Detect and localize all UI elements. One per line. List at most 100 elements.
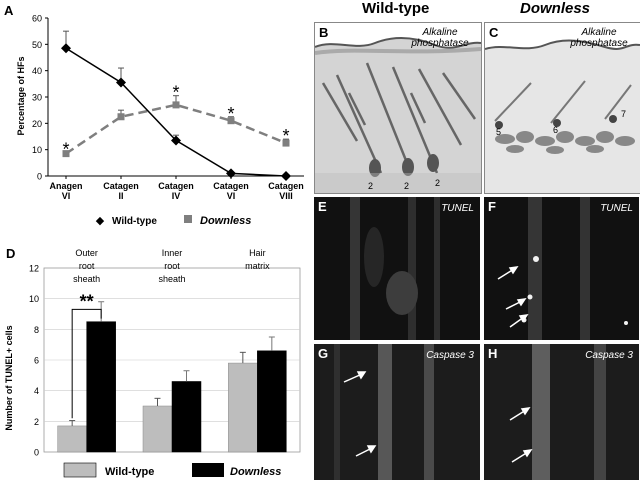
- hf-number-b-1: 2: [368, 181, 374, 191]
- chart-a-series-wild-line: [65, 47, 287, 177]
- chart-d-legend: Wild-type Downless: [63, 462, 281, 478]
- chart-d-category-label-0-0: Outer: [75, 248, 98, 258]
- chart-d-bar-1-0: [142, 405, 173, 453]
- panel-label-e: E: [318, 199, 327, 214]
- chart-a-y-tick-label-5: 50: [32, 40, 42, 50]
- chart-d-legend-wild-label: Wild-type: [105, 466, 154, 478]
- chart-a-legend-wild-label: Wild-type: [112, 216, 157, 227]
- chart-a-y-tick-label-3: 30: [32, 93, 42, 103]
- chart-a-downless-point-2: [172, 101, 180, 109]
- hf-number-c-1: 5: [496, 127, 502, 137]
- chart-a-legend-downless-label: Downless: [200, 215, 251, 227]
- chart-a-y-tick-label-4: 40: [32, 66, 42, 76]
- micrograph-e-stain-label: TUNEL: [441, 203, 474, 214]
- panel-label-c: C: [489, 25, 499, 40]
- chart-d-bar-0-1: [86, 321, 116, 453]
- panel-label-f: F: [488, 199, 496, 214]
- chart-a-downless-point-0: [62, 150, 70, 158]
- chart-a-x-tick-label-0: Anagen: [49, 181, 82, 191]
- panel-label-a: A: [4, 3, 14, 18]
- panel-label-g: G: [318, 346, 329, 361]
- chart-a-x-tick-sublabel-0: VI: [62, 191, 71, 201]
- chart-a-x-tick-label-4: Catagen: [268, 181, 304, 191]
- chart-a-wild-point-4: [281, 171, 291, 181]
- chart-d-category-label-2-0: Hair: [249, 248, 266, 258]
- chart-d-bar-1-1: [171, 381, 202, 453]
- micrograph-b-wild-type-ap: B Alkaline phosphatase 2 2 2: [314, 22, 482, 194]
- micrograph-h-downless-caspase3: H Caspase 3: [484, 344, 639, 480]
- micrograph-e-illustration: [314, 197, 480, 340]
- micrograph-b-stain-label: Alkaline phosphatase: [411, 27, 469, 49]
- micrograph-g-stain-label: Caspase 3: [426, 350, 474, 361]
- chart-d-y-tick-label-1: 2: [34, 417, 39, 427]
- chart-a-x-tick-sublabel-2: IV: [172, 191, 181, 201]
- chart-a-y-tick-label-1: 10: [32, 145, 42, 155]
- chart-a-legend-downless-marker: [184, 215, 192, 223]
- chart-d-bar-plot: Number of TUNEL+ cells 0 2 4 6 8 10 12 Outer roo…: [4, 248, 301, 478]
- chart-a-line-plot: Percentage of HFs 0102030405060AnagenVIC…: [16, 14, 304, 227]
- panel-label-h: H: [488, 346, 498, 361]
- chart-a-significance-star-1: *: [172, 83, 179, 103]
- chart-a-x-tick-label-1: Catagen: [103, 181, 139, 191]
- chart-a-y-tick-label-6: 60: [32, 14, 42, 24]
- chart-d-legend-wild-swatch: [63, 462, 97, 478]
- chart-a-x-tick-sublabel-3: VI: [227, 191, 236, 201]
- hf-number-b-2: 2: [404, 181, 410, 191]
- chart-d-category-label-0-2: sheath: [73, 274, 100, 284]
- micrograph-c-downless-ap: C Alkaline phosphatase 5 6 7: [484, 22, 640, 194]
- panel-label-d: D: [6, 246, 16, 261]
- micrograph-g-illustration: [314, 344, 480, 480]
- chart-a-significance-star-3: *: [282, 126, 289, 146]
- chart-a-y-tick-label-0: 0: [37, 172, 42, 182]
- hf-number-c-2: 6: [553, 125, 559, 135]
- micrograph-c-stain-label: Alkaline phosphatase: [570, 27, 628, 49]
- chart-d-category-label-0-1: root: [79, 261, 95, 271]
- micrograph-h-illustration: [484, 344, 639, 480]
- micrograph-g-wild-type-caspase3: G Caspase 3: [314, 344, 480, 480]
- chart-d-y-tick-label-0: 0: [34, 448, 39, 458]
- hf-number-b-3: 2: [435, 178, 441, 188]
- chart-d-category-label-2-1: matrix: [245, 261, 270, 271]
- chart-d-y-axis-label: Number of TUNEL+ cells: [4, 325, 14, 430]
- chart-d-y-tick-label-3: 6: [34, 356, 39, 366]
- chart-a-y-axis-label: Percentage of HFs: [16, 56, 26, 135]
- micrograph-c-illustration: [485, 23, 640, 193]
- micrograph-h-stain-label: Caspase 3: [585, 350, 633, 361]
- chart-a-legend: ◆ Wild-type Downless: [96, 215, 251, 227]
- chart-a-significance-star-2: *: [227, 104, 234, 124]
- chart-d-bar-2-1: [257, 350, 287, 453]
- chart-d-significance-label: **: [80, 291, 94, 311]
- micrograph-e-wild-type-tunel: E TUNEL: [314, 197, 480, 340]
- chart-a-downless-point-4: [282, 139, 290, 147]
- hf-number-c-3: 7: [621, 109, 627, 119]
- chart-a-x-tick-label-2: Catagen: [158, 181, 194, 191]
- chart-a-legend-wild-marker: ◆: [96, 215, 105, 227]
- chart-d-bar-2-0: [228, 362, 258, 453]
- chart-a-series-downless-line: [65, 103, 287, 155]
- chart-d-category-label-1-2: sheath: [158, 274, 185, 284]
- chart-d-y-tick-label-4: 8: [34, 325, 39, 335]
- chart-a-downless-point-3: [227, 117, 235, 125]
- chart-d-bar-0-0: [57, 425, 87, 453]
- micrograph-f-stain-label: TUNEL: [600, 203, 633, 214]
- chart-a-wild-point-1: [116, 77, 126, 88]
- chart-d-category-label-1-1: root: [164, 261, 180, 271]
- chart-a-x-tick-sublabel-4: VIII: [279, 191, 293, 201]
- chart-a-downless-point-1: [117, 113, 125, 121]
- chart-d-y-tick-label-5: 10: [29, 294, 39, 304]
- micrograph-f-downless-tunel: F TUNEL: [484, 197, 639, 340]
- downless-column-title: Downless: [520, 0, 591, 17]
- chart-d-significance-bracket: [71, 308, 102, 419]
- chart-a-x-tick-label-3: Catagen: [213, 181, 249, 191]
- chart-d-category-label-1-0: Inner: [162, 248, 183, 258]
- chart-a-wild-point-3: [226, 168, 236, 179]
- chart-a-y-tick-label-2: 20: [32, 119, 42, 129]
- chart-d-y-tick-label-2: 4: [34, 386, 39, 396]
- micrograph-f-illustration: [484, 197, 639, 340]
- chart-a-wild-point-0: [61, 43, 71, 54]
- chart-a-wild-point-2: [171, 135, 181, 146]
- wild-type-column-title: Wild-type: [362, 0, 430, 17]
- panel-label-b: B: [319, 25, 329, 40]
- chart-d-legend-downless-swatch: [192, 463, 224, 477]
- chart-a-significance-star-0: *: [62, 140, 69, 160]
